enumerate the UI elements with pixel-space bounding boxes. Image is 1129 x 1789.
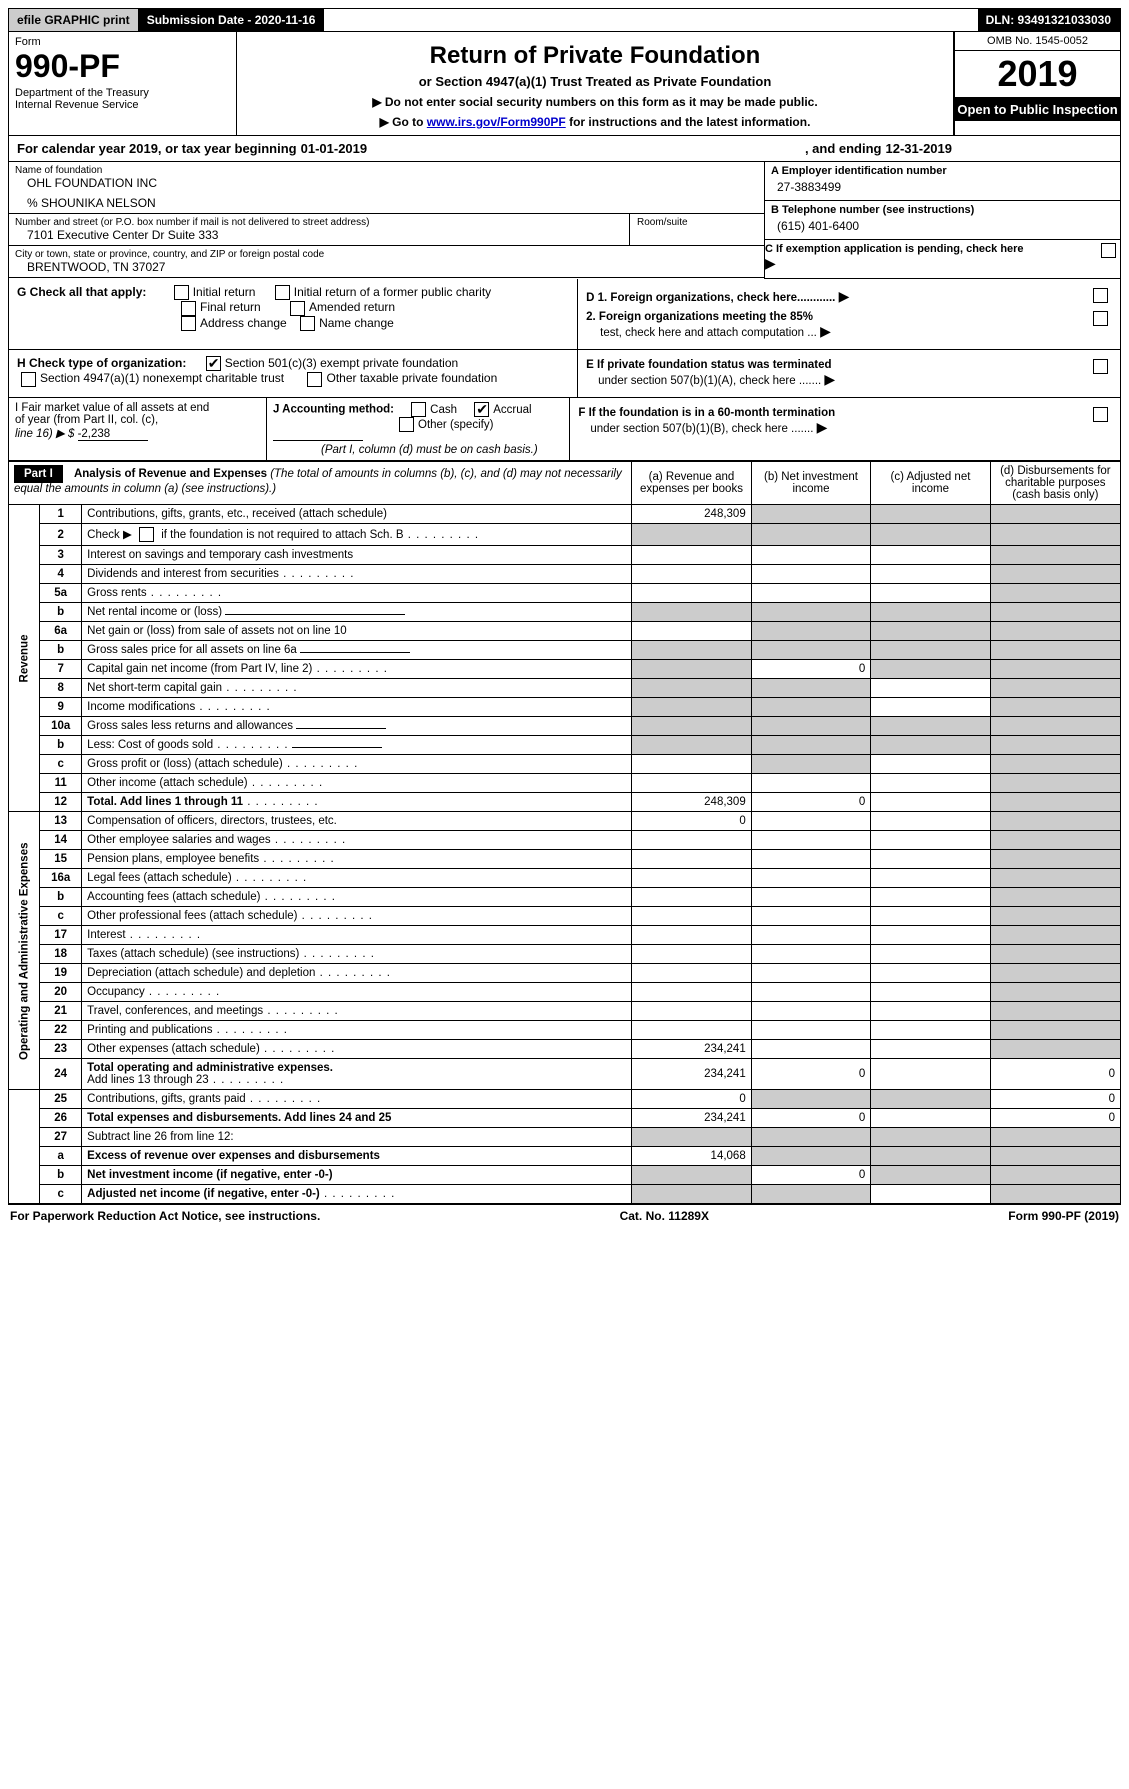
tax-year: 2019 (955, 51, 1120, 98)
g-address-change[interactable] (181, 316, 196, 331)
street-address: 7101 Executive Center Dr Suite 333 (15, 228, 629, 242)
header-left: Form 990-PF Department of the Treasury I… (9, 32, 237, 135)
form-number: 990-PF (15, 48, 230, 85)
col-d-header: (d) Disbursements for charitable purpose… (990, 462, 1120, 505)
col-a-header: (a) Revenue and expenses per books (632, 462, 751, 505)
revenue-label: Revenue (9, 505, 40, 812)
col-c-header: (c) Adjusted net income (871, 462, 990, 505)
calendar-year-row: For calendar year 2019, or tax year begi… (8, 136, 1121, 162)
city-cell: City or town, state or province, country… (9, 246, 764, 278)
j-cash[interactable] (411, 402, 426, 417)
submission-date: Submission Date - 2020-11-16 (139, 9, 325, 31)
phone: (615) 401-6400 (771, 216, 1114, 236)
footer: For Paperwork Reduction Act Notice, see … (8, 1204, 1121, 1227)
fmv-value: -2,238 (78, 428, 148, 441)
year-begin: 01-01-2019 (301, 141, 368, 156)
g-name-change[interactable] (300, 316, 315, 331)
g-initial-return[interactable] (174, 285, 189, 300)
f-checkbox[interactable] (1093, 407, 1108, 422)
foundation-name: OHL FOUNDATION INC (15, 176, 758, 190)
form-ref: Form 990-PF (2019) (1008, 1209, 1119, 1223)
form-header: Form 990-PF Department of the Treasury I… (8, 32, 1121, 136)
cat-no: Cat. No. 11289X (620, 1209, 709, 1223)
form-title: Return of Private Foundation (243, 42, 947, 70)
h-4947[interactable] (21, 372, 36, 387)
form-subtitle: or Section 4947(a)(1) Trust Treated as P… (243, 74, 947, 89)
ein-cell: A Employer identification number 27-3883… (765, 162, 1120, 201)
entity-info: Name of foundation OHL FOUNDATION INC % … (8, 162, 1121, 279)
dept-1: Department of the Treasury (15, 87, 230, 99)
h-other-taxable[interactable] (307, 372, 322, 387)
col-b-header: (b) Net investment income (751, 462, 870, 505)
header-right: OMB No. 1545-0052 2019 Open to Public In… (953, 32, 1120, 135)
header-center: Return of Private Foundation or Section … (237, 32, 953, 135)
name-cell: Name of foundation OHL FOUNDATION INC % … (9, 162, 764, 214)
city-state-zip: BRENTWOOD, TN 37027 (15, 260, 758, 274)
ein: 27-3883499 (771, 177, 1114, 197)
g-d-row: G Check all that apply: Initial return I… (8, 279, 1121, 350)
form-label: Form (15, 36, 230, 48)
schb-checkbox[interactable] (139, 527, 154, 542)
warning-1: ▶ Do not enter social security numbers o… (243, 95, 947, 109)
year-end: 12-31-2019 (886, 141, 953, 156)
efile-print[interactable]: efile GRAPHIC print (9, 9, 139, 31)
d2-checkbox[interactable] (1093, 311, 1108, 326)
paperwork-notice: For Paperwork Reduction Act Notice, see … (10, 1209, 320, 1223)
top-bar: efile GRAPHIC print Submission Date - 20… (8, 8, 1121, 32)
h-e-row: H Check type of organization: Section 50… (8, 350, 1121, 398)
g-amended[interactable] (290, 301, 305, 316)
dln: DLN: 93491321033030 (978, 9, 1120, 31)
g-label: G Check all that apply: (17, 285, 146, 299)
phone-cell: B Telephone number (see instructions) (6… (765, 201, 1120, 240)
address-cell: Number and street (or P.O. box number if… (9, 214, 764, 246)
e-checkbox[interactable] (1093, 359, 1108, 374)
care-of: % SHOUNIKA NELSON (15, 196, 758, 210)
j-other[interactable] (399, 417, 414, 432)
ij-f-row: I Fair market value of all assets at end… (8, 398, 1121, 461)
g-final-return[interactable] (181, 301, 196, 316)
warning-2: ▶ Go to www.irs.gov/Form990PF for instru… (243, 115, 947, 129)
expense-label: Operating and Administrative Expenses (9, 812, 40, 1090)
d1-checkbox[interactable] (1093, 288, 1108, 303)
h-501c3[interactable] (206, 356, 221, 371)
h-label: H Check type of organization: (17, 356, 186, 370)
part1-table: Part I Analysis of Revenue and Expenses … (8, 461, 1121, 1204)
irs-link[interactable]: www.irs.gov/Form990PF (427, 115, 566, 129)
c-pending: C If exemption application is pending, c… (765, 240, 1120, 279)
open-public: Open to Public Inspection (955, 98, 1120, 121)
part1-header: Part I (14, 465, 63, 483)
dept-2: Internal Revenue Service (15, 99, 230, 111)
omb-number: OMB No. 1545-0052 (955, 32, 1120, 51)
j-accrual[interactable] (474, 402, 489, 417)
g-initial-former[interactable] (275, 285, 290, 300)
c-checkbox[interactable] (1101, 243, 1116, 258)
